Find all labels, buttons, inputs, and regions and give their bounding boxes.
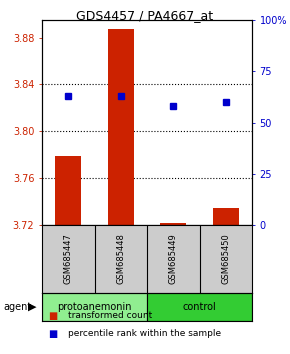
Text: GSM685450: GSM685450 xyxy=(221,234,230,284)
Bar xyxy=(160,223,186,225)
Bar xyxy=(42,293,147,321)
Bar xyxy=(213,208,239,225)
Bar xyxy=(147,293,252,321)
Text: GDS4457 / PA4667_at: GDS4457 / PA4667_at xyxy=(77,9,213,22)
Text: GSM685449: GSM685449 xyxy=(169,234,178,284)
Bar xyxy=(108,29,134,225)
Text: control: control xyxy=(183,302,216,312)
Text: protoanemonin: protoanemonin xyxy=(57,302,132,312)
Bar xyxy=(55,156,81,225)
Text: ■: ■ xyxy=(48,329,57,339)
Text: percentile rank within the sample: percentile rank within the sample xyxy=(68,330,221,338)
Text: agent: agent xyxy=(3,302,31,312)
Text: transformed count: transformed count xyxy=(68,312,152,320)
Text: ■: ■ xyxy=(48,311,57,321)
Text: GSM685447: GSM685447 xyxy=(64,234,73,284)
Text: GSM685448: GSM685448 xyxy=(116,234,125,284)
Text: ▶: ▶ xyxy=(28,302,36,312)
